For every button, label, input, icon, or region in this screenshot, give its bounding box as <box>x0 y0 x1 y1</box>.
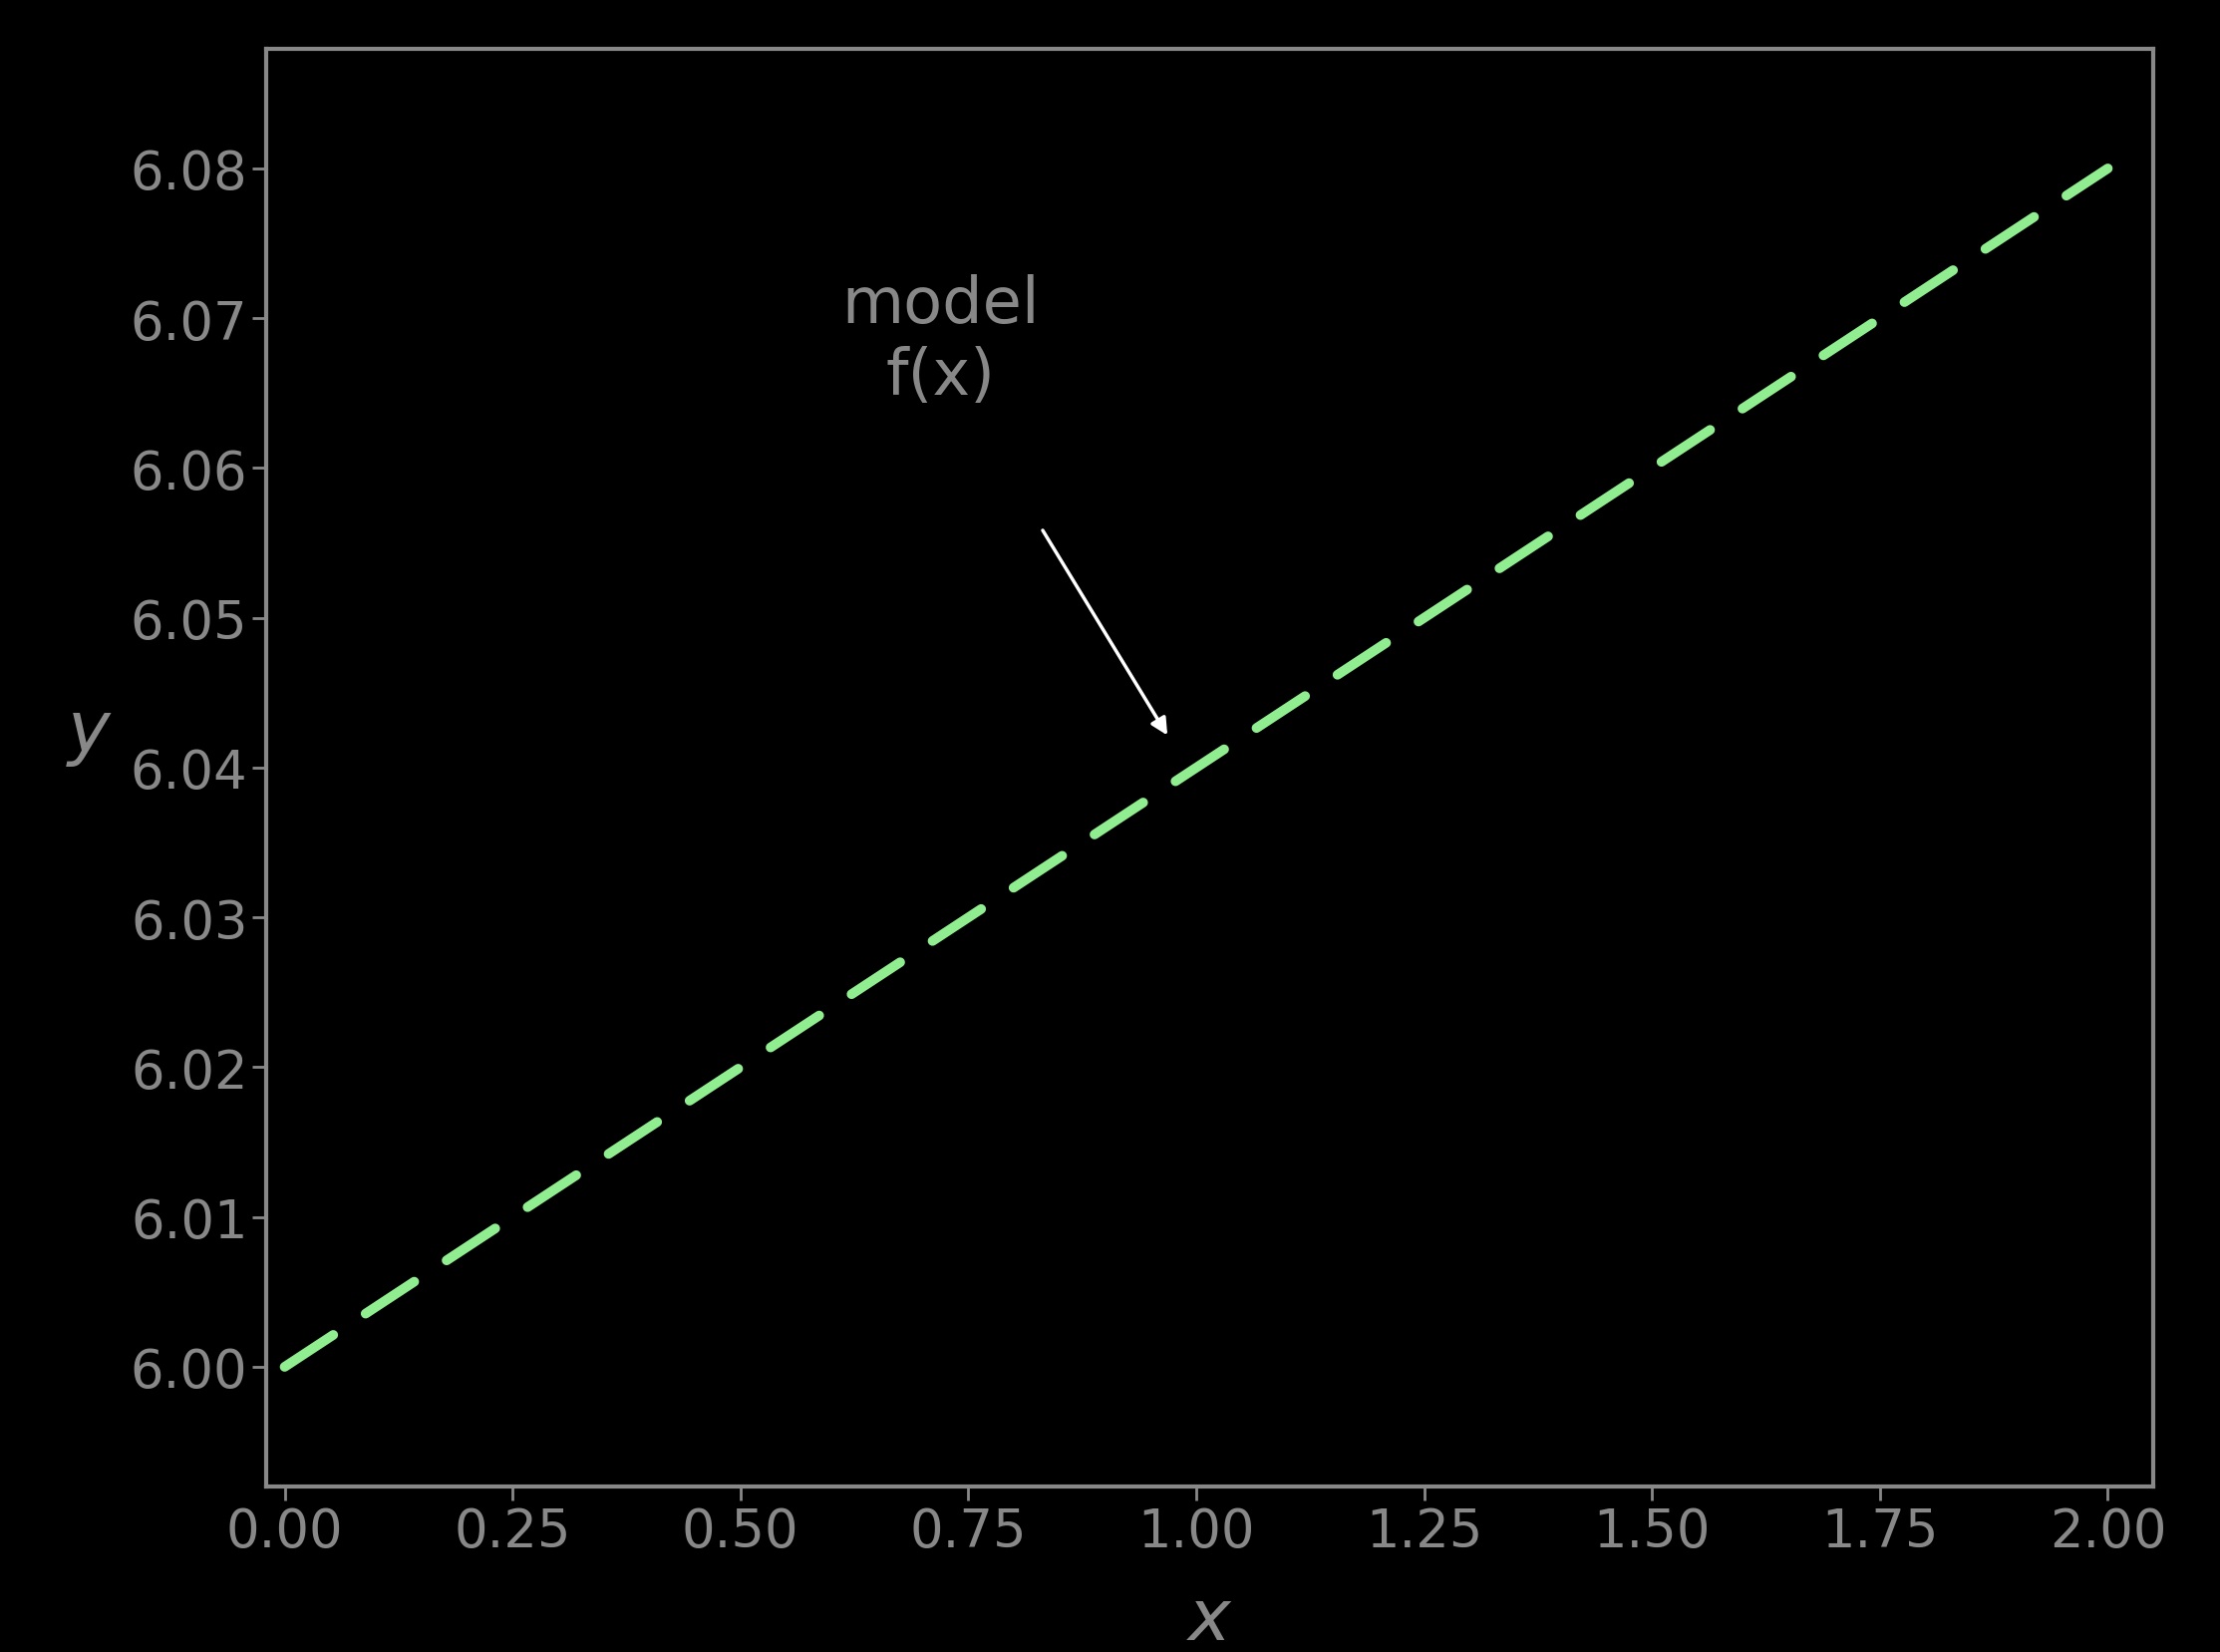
X-axis label: $x$: $x$ <box>1185 1584 1234 1652</box>
Text: model
f(x): model f(x) <box>841 274 1039 408</box>
Y-axis label: $y$: $y$ <box>64 699 113 768</box>
